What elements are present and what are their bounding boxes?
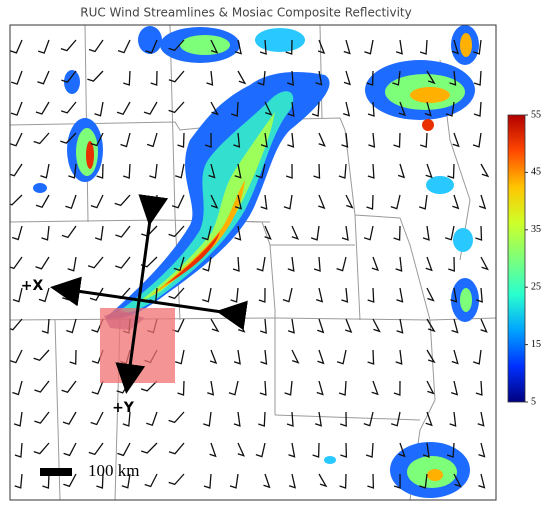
- colorbar-tick-label: 35: [531, 224, 541, 235]
- scale-label: 100 km: [88, 461, 139, 480]
- reflectivity-echoes: [33, 25, 479, 498]
- colorbar-tick-label: 55: [531, 109, 541, 120]
- scale-bar: [40, 468, 72, 476]
- map-area: +X +Y 100 km: [10, 25, 496, 500]
- map-frame: [9, 24, 497, 501]
- colorbar-ticks: 5 15 25 35 45 55: [525, 109, 541, 407]
- y-axis-label: +Y: [112, 400, 135, 416]
- colorbar-tick-label: 25: [531, 281, 541, 292]
- wind-barbs: [10, 39, 490, 489]
- colorbar-tick-label: 45: [531, 167, 541, 178]
- map-title: RUC Wind Streamlines & Mosiac Composite …: [80, 6, 412, 20]
- axis-arrows: [50, 194, 248, 394]
- colorbar: [507, 114, 526, 403]
- colorbar-tick-label: 5: [531, 396, 536, 407]
- colorbar-tick-label: 15: [531, 339, 541, 350]
- x-axis-label: +X: [21, 278, 44, 294]
